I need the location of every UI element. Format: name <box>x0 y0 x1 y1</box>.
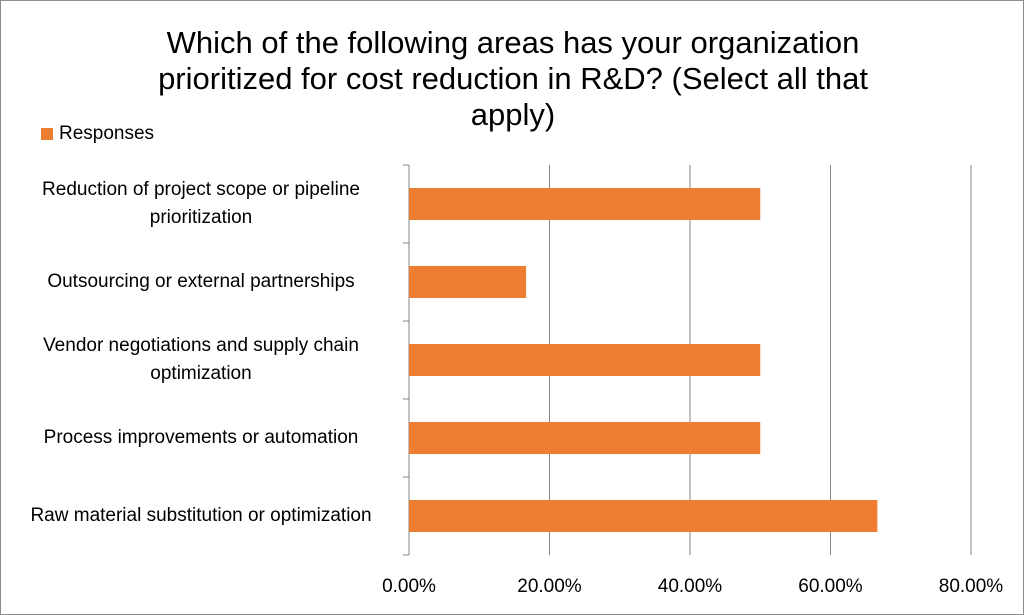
x-tick-label: 40.00% <box>658 576 723 597</box>
bar <box>409 266 527 298</box>
y-tick-label: Reduction of project scope or pipeline p… <box>42 179 360 228</box>
chart-title: Which of the following areas has your or… <box>158 25 868 132</box>
bar <box>409 422 761 454</box>
legend-swatch <box>41 128 53 140</box>
y-tick-label: Outsourcing or external partnerships <box>47 271 355 292</box>
y-tick-label: Vendor negotiations and supply chain opt… <box>43 335 359 384</box>
y-tick-label: Raw material substitution or optimizatio… <box>30 505 372 526</box>
x-tick-label: 0.00% <box>382 576 436 597</box>
x-tick-label: 60.00% <box>798 576 863 597</box>
bar <box>409 344 761 376</box>
bar <box>409 188 761 220</box>
y-tick-label: Process improvements or automation <box>43 427 359 448</box>
bar <box>409 500 878 532</box>
x-tick-label: 20.00% <box>517 576 582 597</box>
legend-label: Responses <box>59 123 154 144</box>
x-tick-label: 80.00% <box>939 576 1004 597</box>
